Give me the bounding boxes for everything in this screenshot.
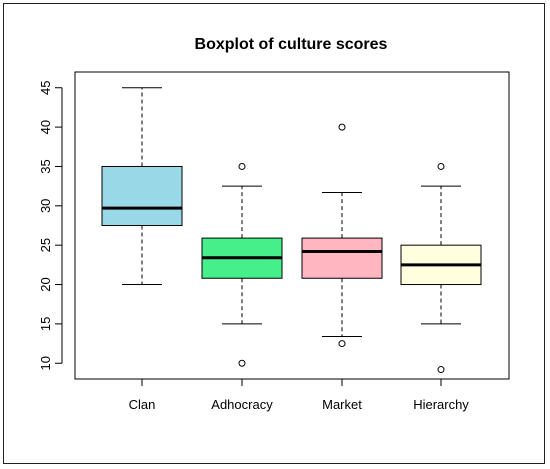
y-tick-label: 45 [38, 81, 53, 95]
x-tick-label: Hierarchy [413, 397, 469, 412]
outlier-point [238, 162, 246, 170]
iqr-box [301, 237, 383, 279]
figure-frame [3, 3, 545, 464]
x-tick-label: Clan [129, 397, 156, 412]
x-axis: Clan Adhocracy Market Hierarchy [129, 378, 469, 412]
y-tick-label: 20 [38, 277, 53, 291]
outlier-point [338, 340, 346, 348]
y-axis: 10 15 20 25 30 35 40 45 [38, 81, 63, 370]
outlier-point [437, 162, 445, 170]
box-group-hierarchy [400, 162, 482, 374]
x-tick-label: Market [322, 397, 362, 412]
y-tick-label: 15 [38, 317, 53, 331]
outlier-point [338, 123, 346, 131]
box-group-clan [101, 87, 183, 286]
x-tick-label: Adhocracy [211, 397, 273, 412]
outlier-point [238, 359, 246, 367]
chart-title: Boxplot of culture scores [195, 36, 388, 53]
iqr-box [101, 165, 183, 226]
outlier-point [437, 366, 445, 374]
boxes [101, 87, 482, 374]
y-tick-label: 25 [38, 238, 53, 252]
y-tick-label: 30 [38, 199, 53, 213]
box-group-adhocracy [201, 162, 283, 367]
y-tick-label: 10 [38, 356, 53, 370]
y-tick-label: 40 [38, 120, 53, 134]
box-group-market [301, 123, 383, 348]
y-tick-label: 35 [38, 159, 53, 173]
